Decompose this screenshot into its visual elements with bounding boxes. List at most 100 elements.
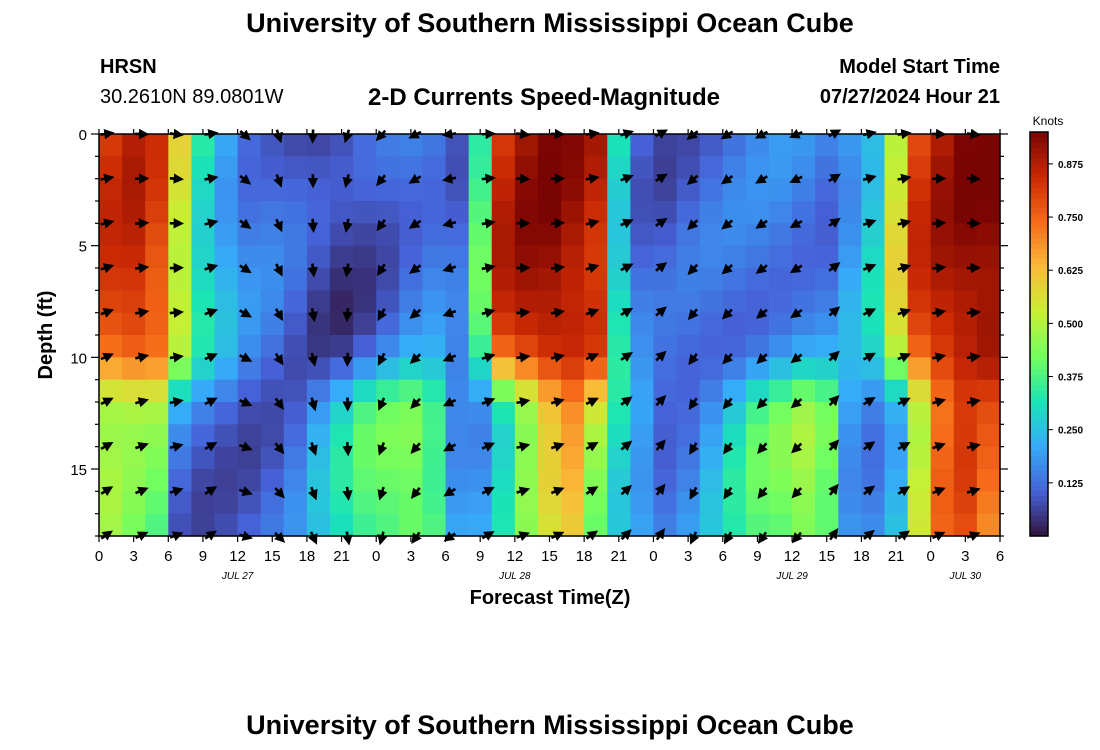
heatmap-cell xyxy=(376,424,400,448)
velocity-arrow xyxy=(410,442,422,454)
heatmap-cell xyxy=(653,223,678,247)
heatmap-cell xyxy=(422,156,447,180)
y-tick-label: 0 xyxy=(79,127,87,144)
velocity-arrow xyxy=(516,441,531,452)
heatmap-cell xyxy=(976,446,1001,470)
velocity-arrow xyxy=(516,352,531,363)
heatmap-cell xyxy=(514,335,539,358)
velocity-arrow xyxy=(721,218,734,230)
colorbar-segment xyxy=(1030,233,1048,239)
heatmap-cell xyxy=(561,290,585,314)
heatmap-cell xyxy=(584,446,608,470)
heatmap-cell xyxy=(99,446,123,470)
heatmap-cell xyxy=(930,379,955,403)
heatmap-cell xyxy=(214,424,239,448)
velocity-arrow xyxy=(100,308,115,318)
heatmap-cell xyxy=(122,469,146,492)
heatmap-cell xyxy=(561,134,585,157)
velocity-arrow xyxy=(862,441,876,452)
heatmap-cell xyxy=(330,357,354,381)
heatmap-cell xyxy=(561,223,585,247)
heatmap-cell xyxy=(445,469,470,492)
heatmap-cell xyxy=(607,290,631,314)
heatmap-cell xyxy=(283,156,308,180)
heatmap-cell xyxy=(930,402,955,425)
heatmap-cell xyxy=(838,446,862,470)
heatmap-cell xyxy=(630,424,655,448)
velocity-arrow xyxy=(966,307,982,318)
model-start-value: 07/27/2024 Hour 21 xyxy=(819,86,1000,108)
velocity-arrow xyxy=(342,218,353,233)
heatmap-cell xyxy=(653,513,678,537)
page-title: University of Southern Mississippi Ocean… xyxy=(246,8,854,38)
heatmap-cell xyxy=(884,446,909,470)
velocity-arrow xyxy=(169,441,184,452)
velocity-arrow xyxy=(862,352,876,363)
heatmap-cell xyxy=(237,335,262,358)
heatmap-cell xyxy=(653,178,678,202)
heatmap-cell xyxy=(514,379,539,403)
velocity-arrow xyxy=(516,307,531,318)
heatmap-cell xyxy=(353,178,377,202)
heatmap-cell xyxy=(422,201,447,224)
heatmap-cell xyxy=(537,469,562,492)
colorbar-tick-label: 0.500 xyxy=(1058,319,1083,330)
colorbar-segment xyxy=(1030,212,1048,219)
heatmap-cell xyxy=(838,513,862,537)
heatmap-cell xyxy=(468,446,493,470)
heatmap-cell xyxy=(445,268,470,291)
heatmap-cell xyxy=(676,312,701,336)
velocity-arrow xyxy=(550,352,565,363)
velocity-arrow xyxy=(755,263,768,274)
heatmap-cell xyxy=(145,335,169,358)
heatmap-cell xyxy=(630,178,655,202)
heatmap-cell xyxy=(237,245,262,269)
velocity-arrow xyxy=(757,442,768,454)
x-tick-label: 12 xyxy=(229,548,246,565)
colorbar-segment xyxy=(1030,273,1048,280)
heatmap-cell xyxy=(930,156,955,180)
heatmap-cell xyxy=(353,201,377,224)
heatmap-cell xyxy=(376,379,400,403)
colorbar-segment xyxy=(1030,379,1048,386)
velocity-arrow xyxy=(442,307,457,318)
velocity-arrow xyxy=(585,173,600,184)
velocity-arrow xyxy=(756,397,768,409)
date-label: JUL 29 xyxy=(775,571,808,582)
heatmap-cell xyxy=(399,491,424,515)
heatmap-cell xyxy=(630,469,655,492)
colorbar-segment xyxy=(1030,339,1048,345)
heatmap-cell xyxy=(537,223,562,247)
heatmap-cell xyxy=(214,156,239,180)
heatmap-cell xyxy=(99,379,123,403)
heatmap-cell xyxy=(191,491,216,515)
heatmap-cell xyxy=(792,268,816,291)
heatmap-cell xyxy=(514,312,539,336)
heatmap-cell xyxy=(260,513,285,537)
colorbar-segment xyxy=(1030,147,1048,153)
heatmap-cell xyxy=(561,245,585,269)
x-tick-label: 6 xyxy=(719,548,727,565)
velocity-arrow xyxy=(789,218,803,229)
heatmap-cell xyxy=(745,312,770,336)
heatmap-cell xyxy=(699,290,724,314)
heatmap-cell xyxy=(191,223,216,247)
x-tick-label: 15 xyxy=(541,548,558,565)
heatmap-cell xyxy=(283,312,308,336)
heatmap-cell xyxy=(191,424,216,448)
velocity-arrow xyxy=(376,174,387,187)
heatmap-cell xyxy=(953,134,978,157)
heatmap-cell xyxy=(445,312,470,336)
velocity-arrow xyxy=(620,352,633,363)
heatmap-cell xyxy=(330,379,354,403)
velocity-arrow xyxy=(204,352,218,363)
heatmap-cell xyxy=(537,424,562,448)
heatmap-cell xyxy=(930,290,955,314)
heatmap-cell xyxy=(953,513,978,537)
heatmap-cell xyxy=(399,156,424,180)
heatmap-cell xyxy=(306,513,331,537)
heatmap-cell xyxy=(699,402,724,425)
heatmap-cell xyxy=(653,134,678,157)
heatmap-cell xyxy=(930,201,955,224)
heatmap-cell xyxy=(445,335,470,358)
